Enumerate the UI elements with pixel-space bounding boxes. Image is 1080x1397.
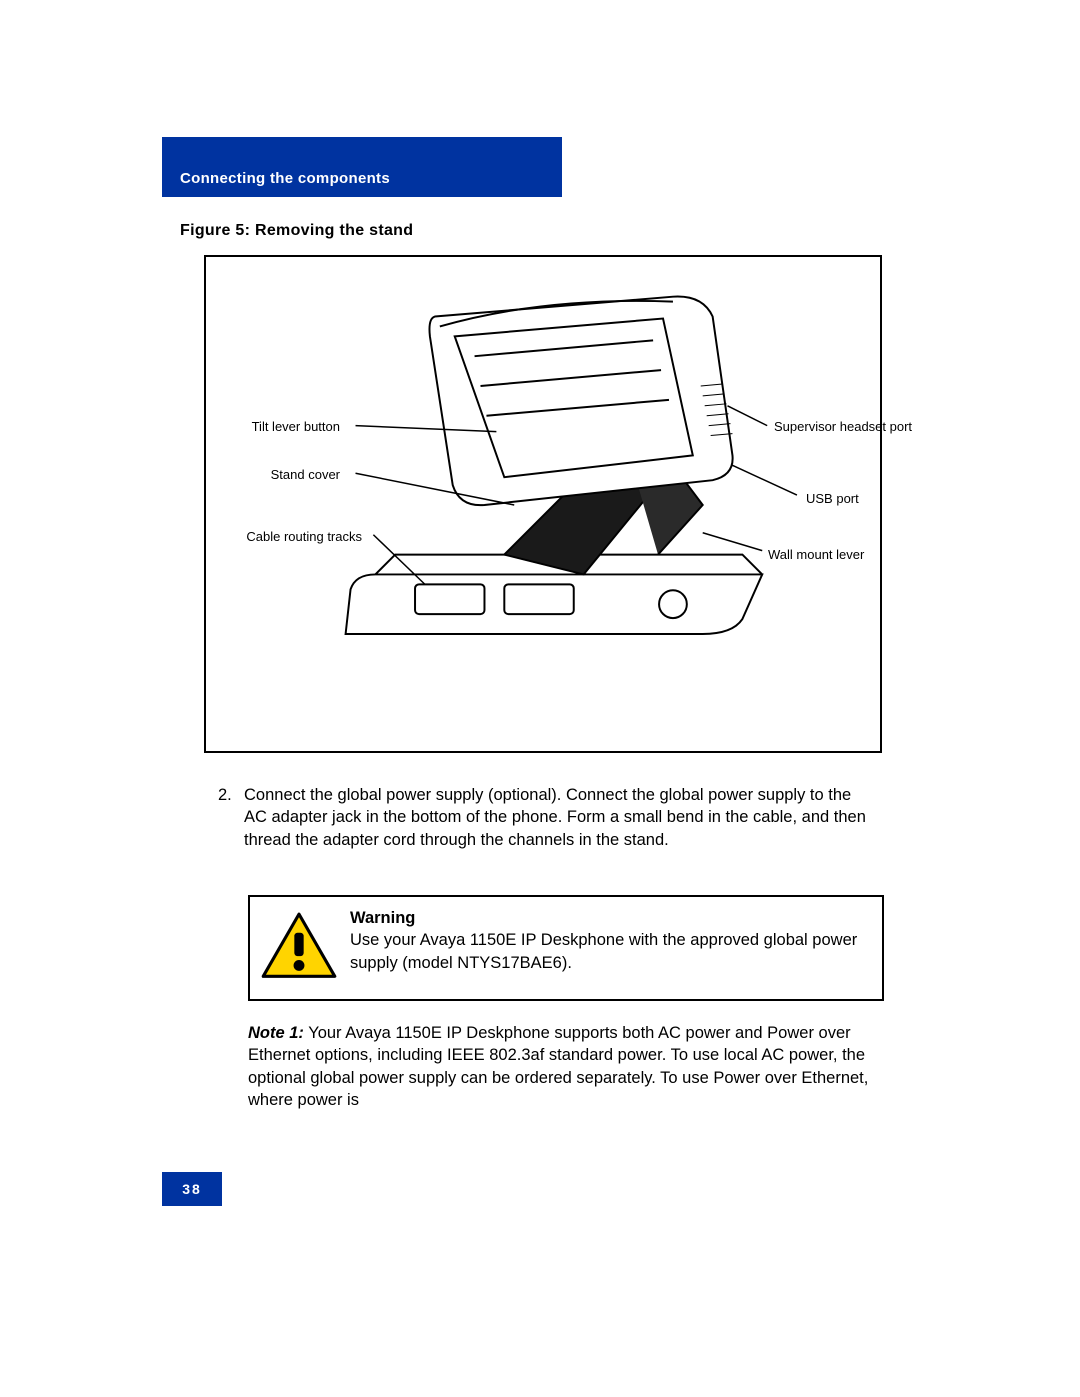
diagram-svg (206, 257, 880, 751)
diagram-label-wall-mount: Wall mount lever (768, 547, 864, 562)
diagram-label-supervisor-port: Supervisor headset port (774, 419, 912, 434)
note-1: Note 1: Your Avaya 1150E IP Deskphone su… (248, 1022, 884, 1111)
diagram-label-usb-port: USB port (806, 491, 859, 506)
note-body: Your Avaya 1150E IP Deskphone supports b… (248, 1024, 868, 1109)
step-body: Connect the global power supply (optiona… (244, 784, 874, 851)
diagram-label-cable-routing: Cable routing tracks (246, 529, 362, 544)
section-title: Connecting the components (180, 170, 390, 187)
page-number: 38 (182, 1181, 202, 1197)
warning-text-block: Warning Use your Avaya 1150E IP Deskphon… (350, 907, 868, 974)
warning-heading: Warning (350, 907, 868, 929)
warning-icon (260, 911, 338, 981)
diagram-label-stand-cover: Stand cover (271, 467, 340, 482)
note-label: Note 1: (248, 1024, 304, 1042)
figure-box: Tilt lever button Stand cover Cable rout… (204, 255, 882, 753)
step-number: 2. (218, 784, 244, 806)
section-header-banner: Connecting the components (162, 137, 562, 197)
figure-caption: Figure 5: Removing the stand (180, 222, 413, 240)
warning-box: Warning Use your Avaya 1150E IP Deskphon… (248, 895, 884, 1001)
step-2: 2.Connect the global power supply (optio… (218, 784, 880, 851)
document-page: Connecting the components Figure 5: Remo… (0, 0, 1080, 1397)
warning-body: Use your Avaya 1150E IP Deskphone with t… (350, 931, 857, 971)
diagram-label-tilt-lever: Tilt lever button (252, 419, 340, 434)
page-number-bar: 38 (162, 1172, 222, 1206)
